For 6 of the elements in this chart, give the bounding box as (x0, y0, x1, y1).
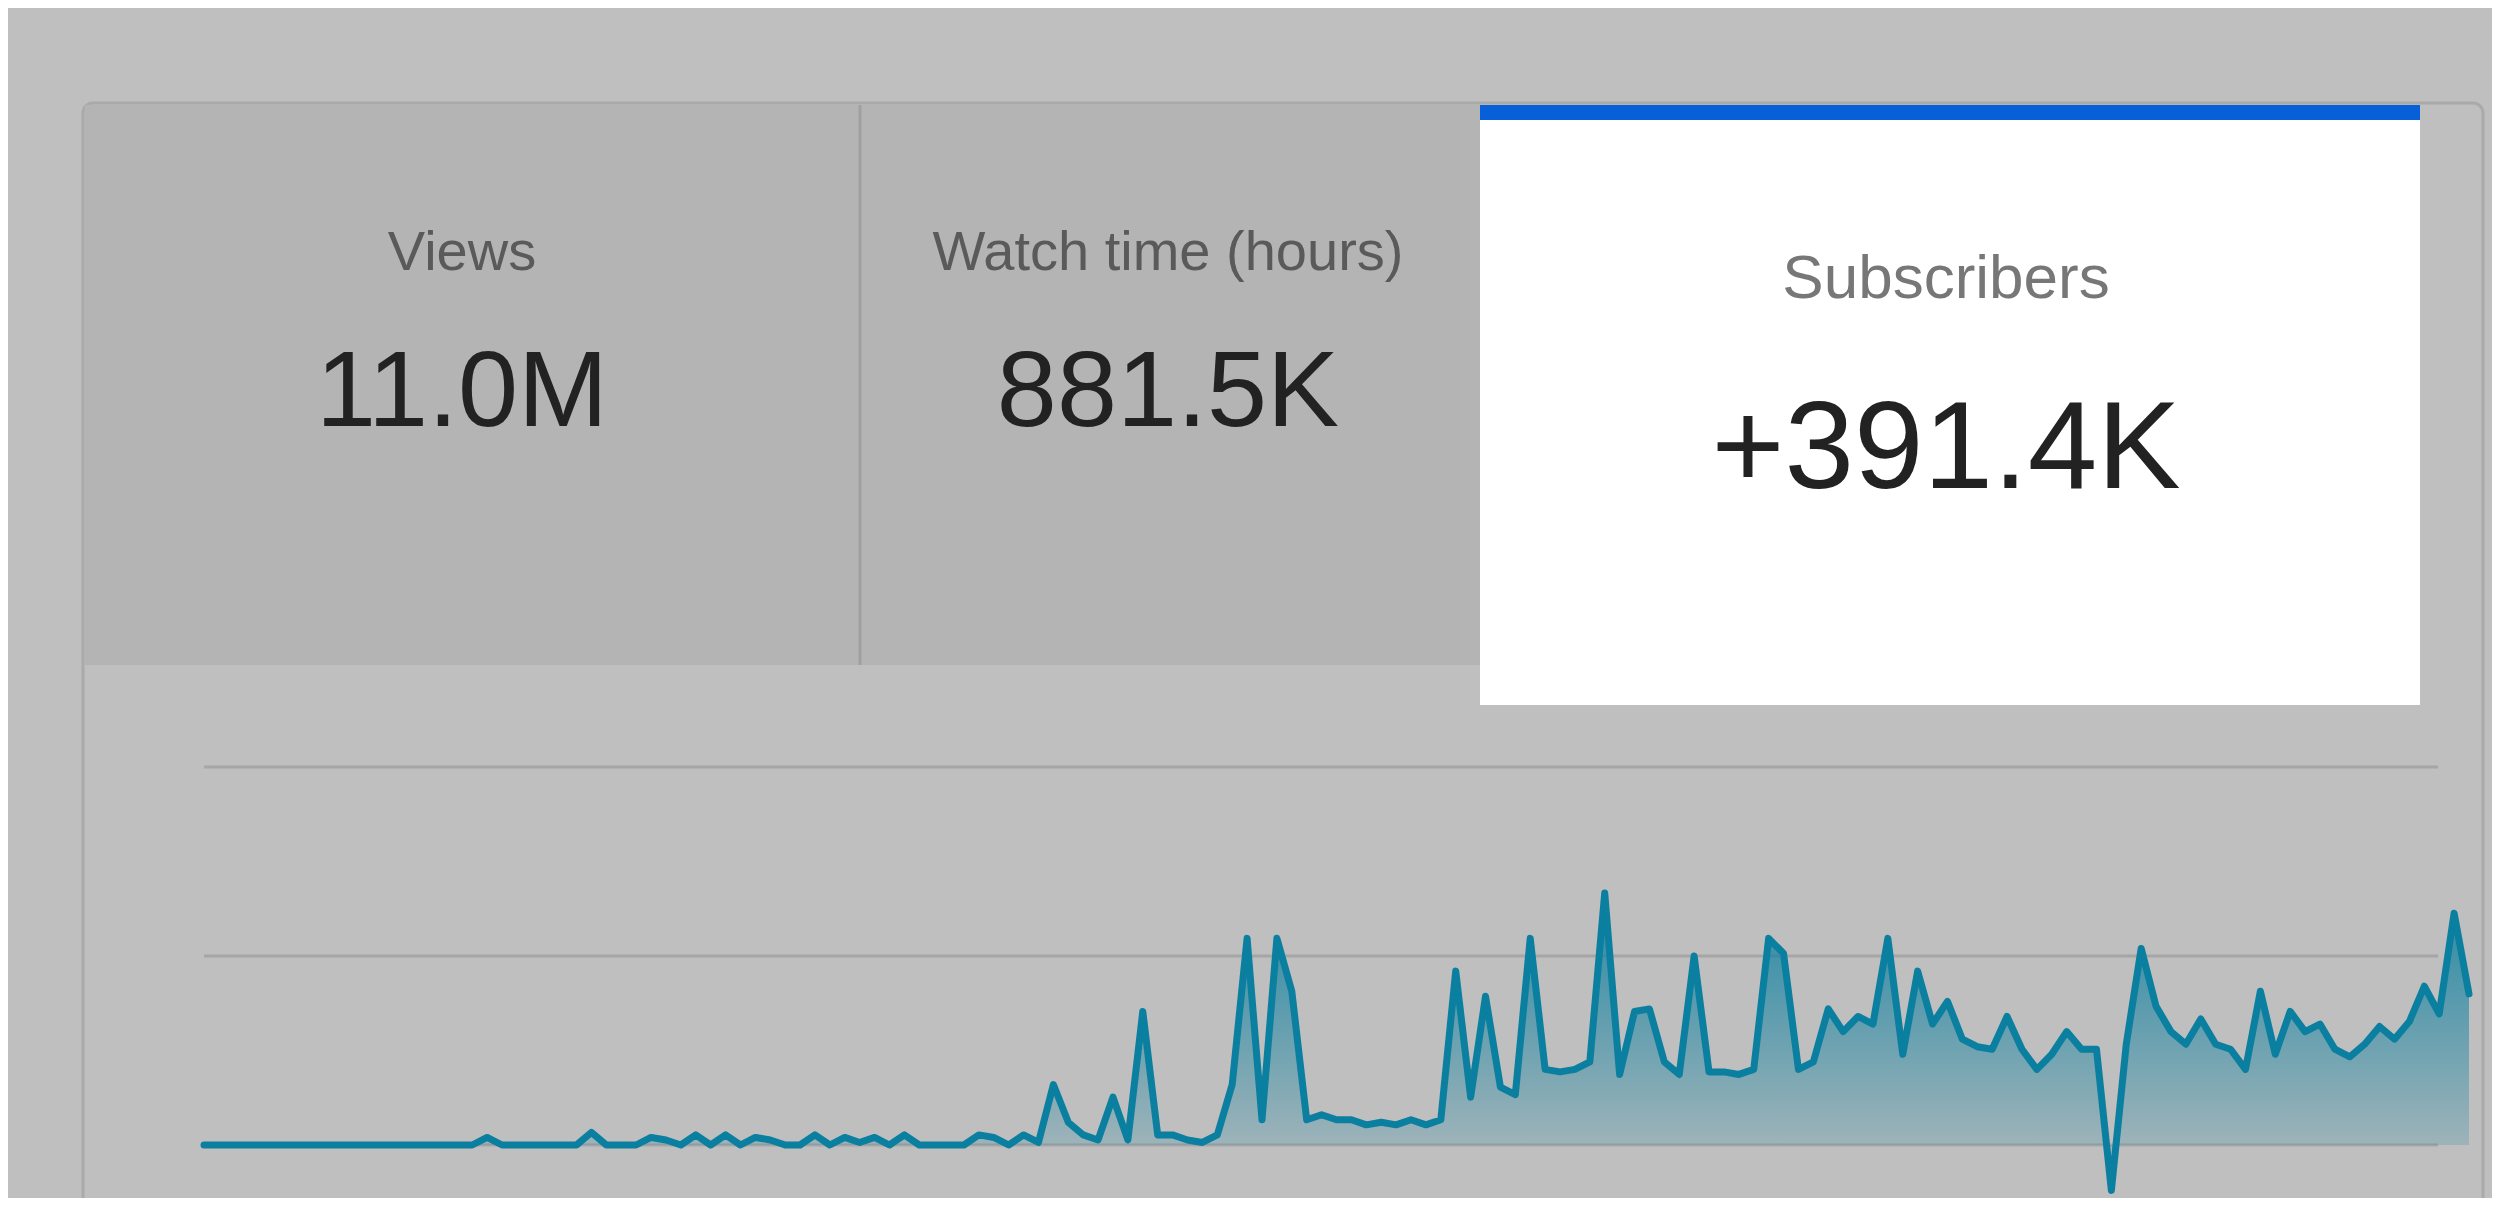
text: +391.4K (1711, 375, 2181, 514)
text: Subscribers (1782, 242, 2110, 311)
text: Watch time (hours) (932, 219, 1404, 282)
text: 881.5K (996, 328, 1340, 449)
text: Views (387, 219, 537, 282)
text: 11.0M (315, 328, 609, 449)
